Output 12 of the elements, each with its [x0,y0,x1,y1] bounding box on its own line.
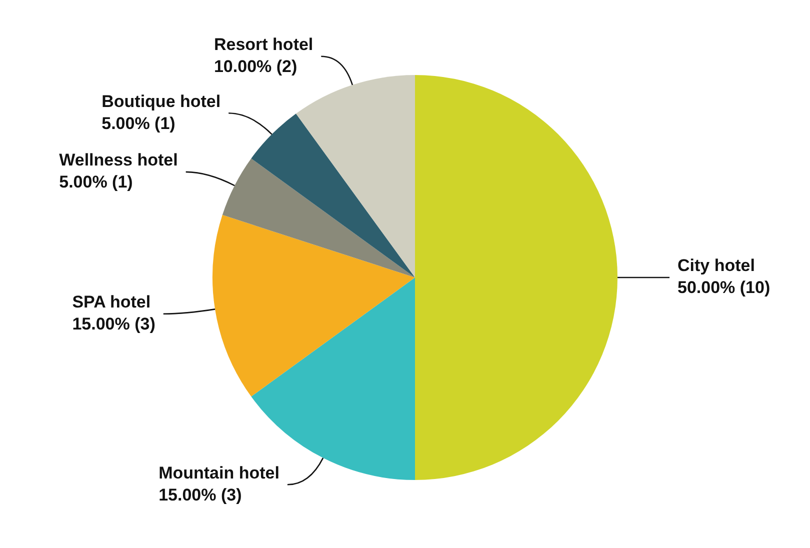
slice-label: Mountain hotel [158,463,280,482]
data-label: 10.00% (2) [214,57,298,76]
slice-label: SPA hotel [72,292,151,312]
data-label: 5.00% (1) [102,114,176,133]
slice-label: Wellness hotel [59,150,178,170]
data-label: 50.00% (10) [678,278,770,298]
slice-label: Resort hotel [214,35,314,54]
data-label: 15.00% (3) [158,485,242,504]
slice-label: Boutique hotel [102,92,221,111]
data-label: 15.00% (3) [72,314,156,334]
slice-label: City hotel [678,256,755,276]
data-label: 5.00% (1) [59,172,133,192]
